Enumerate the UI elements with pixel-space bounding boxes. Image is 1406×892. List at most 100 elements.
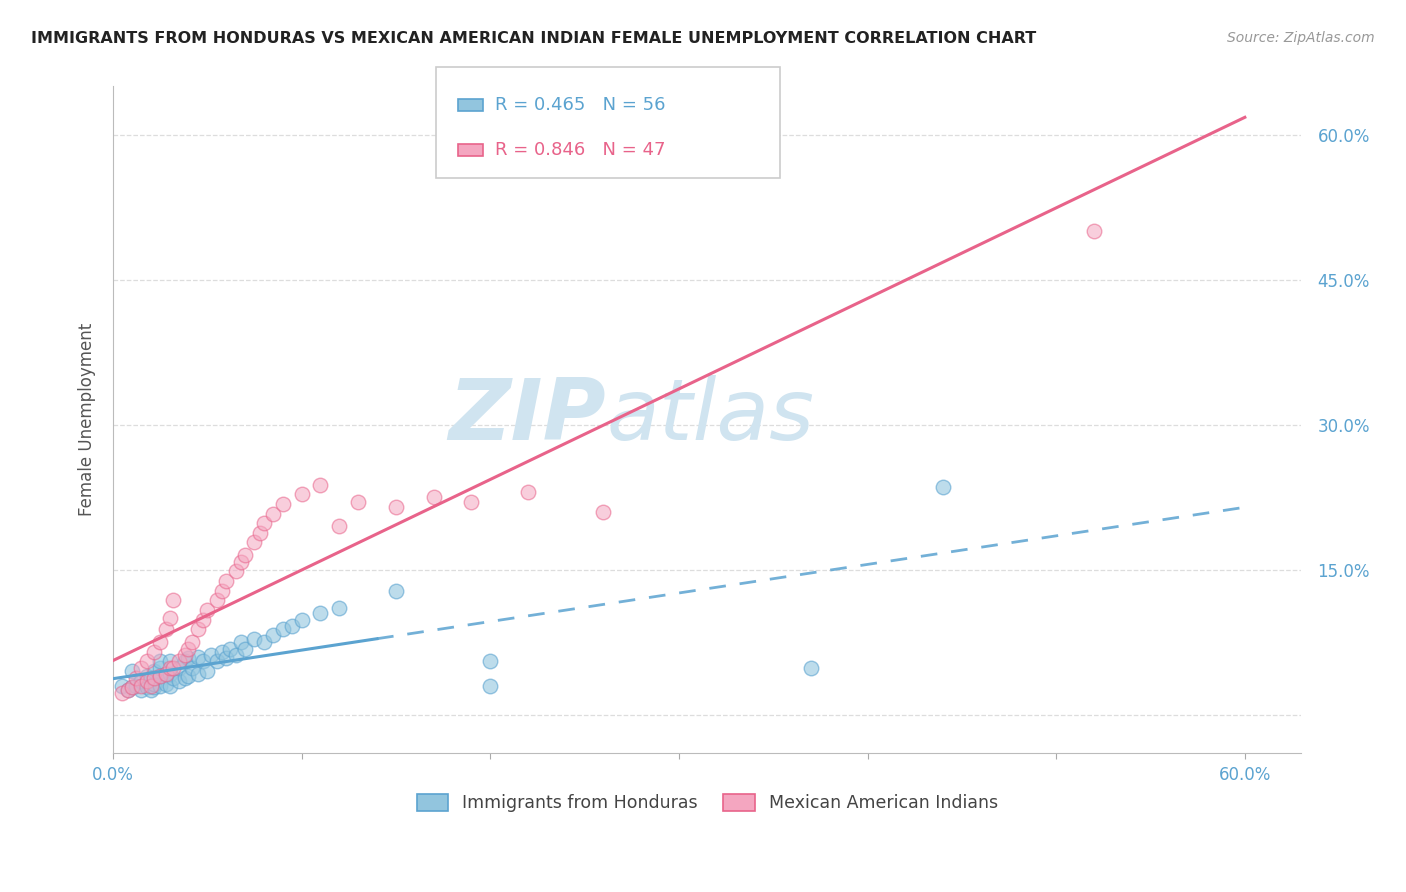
Point xyxy=(149,635,172,649)
Point xyxy=(328,519,350,533)
Point xyxy=(225,565,247,579)
Point xyxy=(1083,224,1105,238)
Text: IMMIGRANTS FROM HONDURAS VS MEXICAN AMERICAN INDIAN FEMALE UNEMPLOYMENT CORRELAT: IMMIGRANTS FROM HONDURAS VS MEXICAN AMER… xyxy=(31,31,1036,46)
Point xyxy=(117,683,139,698)
Point xyxy=(187,667,209,681)
Point xyxy=(159,611,181,625)
Y-axis label: Female Unemployment: Female Unemployment xyxy=(79,323,96,516)
Point xyxy=(253,635,276,649)
Point xyxy=(200,648,222,662)
Point xyxy=(309,477,332,491)
Point xyxy=(129,683,152,698)
Point xyxy=(262,628,284,642)
Point xyxy=(291,613,314,627)
Point xyxy=(231,635,253,649)
Point xyxy=(162,593,184,607)
Text: ZIP: ZIP xyxy=(449,375,606,458)
Point xyxy=(135,673,157,688)
Point xyxy=(231,555,253,569)
Point xyxy=(173,654,195,668)
Point xyxy=(167,673,190,688)
Point xyxy=(111,686,134,700)
Point xyxy=(233,548,256,562)
Point xyxy=(215,651,238,665)
Legend: Immigrants from Honduras, Mexican American Indians: Immigrants from Honduras, Mexican Americ… xyxy=(408,786,1007,822)
Point xyxy=(139,679,162,693)
Point xyxy=(460,495,482,509)
Point xyxy=(167,654,190,668)
Point xyxy=(143,676,166,690)
Point xyxy=(271,623,294,637)
Point xyxy=(117,683,139,698)
Point xyxy=(139,683,162,698)
Point xyxy=(121,664,143,678)
Point xyxy=(143,671,166,685)
Point xyxy=(205,593,228,607)
Point xyxy=(159,661,181,675)
Point xyxy=(479,654,502,668)
Point xyxy=(249,525,271,540)
Point xyxy=(177,651,200,665)
Point xyxy=(129,679,152,693)
Point xyxy=(173,671,195,685)
Point xyxy=(215,574,238,589)
Point xyxy=(195,664,218,678)
Point xyxy=(135,669,157,683)
Point xyxy=(347,495,370,509)
Point xyxy=(262,507,284,521)
Point xyxy=(243,535,266,549)
Point xyxy=(111,679,134,693)
Point xyxy=(592,505,614,519)
Point xyxy=(517,485,540,500)
Point xyxy=(159,654,181,668)
Point xyxy=(181,661,204,675)
Point xyxy=(149,669,172,683)
Point xyxy=(135,654,157,668)
Text: atlas: atlas xyxy=(606,375,814,458)
Point xyxy=(167,661,190,675)
Point xyxy=(225,648,247,662)
Point xyxy=(159,679,181,693)
Text: R = 0.465   N = 56: R = 0.465 N = 56 xyxy=(495,95,666,114)
Point xyxy=(149,661,172,675)
Point xyxy=(800,661,823,675)
Point xyxy=(385,583,408,598)
Point xyxy=(181,635,204,649)
Text: R = 0.846   N = 47: R = 0.846 N = 47 xyxy=(495,141,666,159)
Point xyxy=(281,618,304,632)
Point xyxy=(211,645,233,659)
Point xyxy=(159,667,181,681)
Point xyxy=(205,654,228,668)
Point xyxy=(932,480,955,494)
Point xyxy=(177,641,200,656)
Point xyxy=(291,487,314,501)
Point xyxy=(233,641,256,656)
Point xyxy=(149,669,172,683)
Point xyxy=(143,645,166,659)
Point xyxy=(385,500,408,514)
Point xyxy=(219,641,242,656)
Point xyxy=(195,603,218,617)
Point xyxy=(328,601,350,615)
Point xyxy=(155,623,177,637)
Point xyxy=(422,490,444,504)
Point xyxy=(155,667,177,681)
Point xyxy=(149,679,172,693)
Point xyxy=(211,583,233,598)
Point xyxy=(193,613,215,627)
Point xyxy=(177,669,200,683)
Point xyxy=(479,679,502,693)
Point xyxy=(187,623,209,637)
Point xyxy=(243,632,266,647)
Point xyxy=(253,516,276,531)
Point xyxy=(155,676,177,690)
Point xyxy=(129,673,152,688)
Point xyxy=(162,661,184,675)
Point xyxy=(193,654,215,668)
Point xyxy=(124,679,146,693)
Point xyxy=(143,681,166,695)
Text: Source: ZipAtlas.com: Source: ZipAtlas.com xyxy=(1227,31,1375,45)
Point xyxy=(155,667,177,681)
Point xyxy=(124,671,146,685)
Point xyxy=(309,606,332,620)
